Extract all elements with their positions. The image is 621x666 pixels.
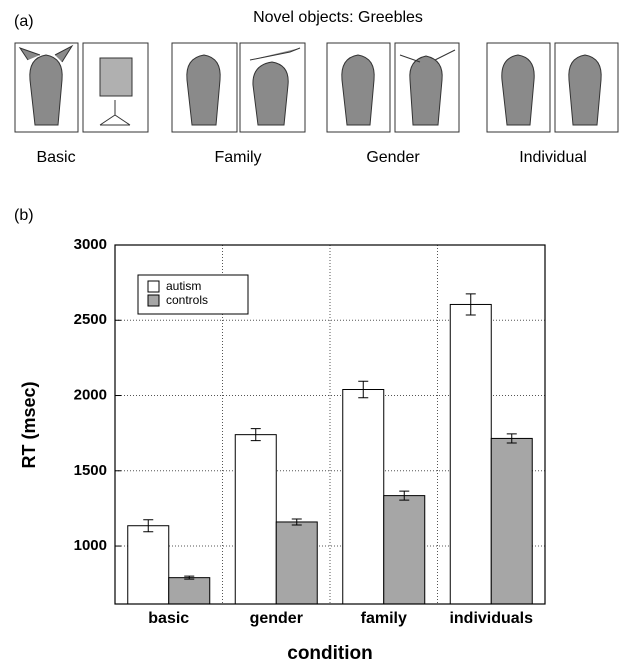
bar <box>169 578 210 604</box>
caption: Basic <box>36 149 75 166</box>
y-tick-label: 3000 <box>74 236 107 253</box>
y-axis-title: RT (msec) <box>19 381 39 468</box>
caption: Individual <box>519 149 587 166</box>
x-tick-label: gender <box>250 610 303 627</box>
bar <box>128 526 169 604</box>
bar <box>384 496 425 604</box>
bar <box>491 438 532 604</box>
bar <box>343 390 384 604</box>
figure: (a) Novel objects: Greebles Basic Family… <box>0 0 621 666</box>
x-tick-label: basic <box>148 610 189 627</box>
y-tick-label: 1000 <box>74 537 107 554</box>
x-axis-title: condition <box>287 643 372 664</box>
x-tick-label: family <box>361 610 407 627</box>
bar <box>276 522 317 604</box>
x-tick-label: individuals <box>449 610 533 627</box>
panel-label: (a) <box>14 13 34 30</box>
legend-swatch <box>148 295 159 306</box>
bar <box>235 435 276 604</box>
caption: Family <box>214 149 261 166</box>
legend-label: controls <box>166 293 208 307</box>
legend-label: autism <box>166 279 201 293</box>
y-tick-label: 2000 <box>74 386 107 403</box>
legend-swatch <box>148 281 159 292</box>
panel-label: (b) <box>14 207 34 224</box>
caption: Gender <box>366 149 420 166</box>
greeble-images <box>15 43 618 132</box>
panel-title: Novel objects: Greebles <box>253 9 423 26</box>
y-tick-label: 2500 <box>74 311 107 328</box>
y-tick-label: 1500 <box>74 462 107 479</box>
bar <box>450 304 491 604</box>
